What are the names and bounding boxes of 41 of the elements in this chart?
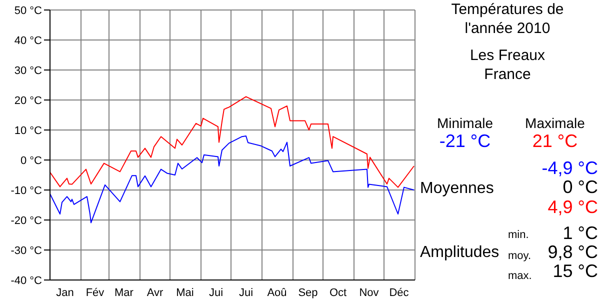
y-tick-label: 10 °C	[14, 124, 42, 137]
text: Minimale	[436, 115, 494, 132]
x-tick-label: Aoû	[267, 286, 287, 299]
text: Les Freaux France	[468, 46, 546, 84]
text: 21 °C	[531, 131, 579, 152]
y-tick-label: 50 °C	[14, 4, 42, 17]
text: 4,9 °C	[546, 197, 598, 218]
text: Maximale	[524, 115, 586, 132]
text: Moyennes	[420, 180, 495, 198]
line-series	[50, 96, 414, 188]
y-tick-label: 0 °C	[20, 154, 42, 167]
y-tick-label: -40 °C	[10, 274, 42, 287]
x-tick-label: Mai	[176, 286, 194, 299]
x-tick-label: Mar	[114, 286, 134, 299]
x-tick-label: Oct	[329, 286, 347, 299]
line-series	[50, 136, 414, 224]
y-tick-label: -30 °C	[10, 244, 42, 257]
y-tick-label: 30 °C	[14, 64, 42, 77]
text: Amplitudes	[420, 244, 500, 261]
x-tick-label: Avr	[146, 286, 164, 299]
text: max.	[508, 270, 533, 282]
text: min.	[508, 229, 530, 242]
x-tick-label: Jan	[56, 286, 74, 299]
text: moy.	[508, 250, 532, 262]
text: -4,9 °C	[540, 158, 598, 179]
x-tick-label: Jui	[238, 286, 254, 299]
x-tick-label: Fév	[86, 286, 105, 299]
text: 1 °C	[562, 223, 598, 244]
x-tick-label: Nov	[359, 286, 380, 299]
text: 9,8 °C	[548, 242, 598, 262]
text: 15 °C	[552, 261, 598, 281]
y-tick-label: 40 °C	[14, 34, 42, 47]
x-tick-label: Déc	[389, 286, 410, 299]
y-tick-label: -10 °C	[10, 184, 42, 197]
x-tick-label: Sep	[298, 286, 318, 299]
text: Températures de l'année 2010	[450, 0, 565, 38]
text: -21 °C	[438, 131, 492, 152]
y-tick-label: 20 °C	[14, 94, 42, 107]
y-tick-label: -20 °C	[10, 214, 42, 227]
x-tick-label: Jui	[208, 286, 224, 299]
text: 0 °C	[562, 177, 598, 197]
